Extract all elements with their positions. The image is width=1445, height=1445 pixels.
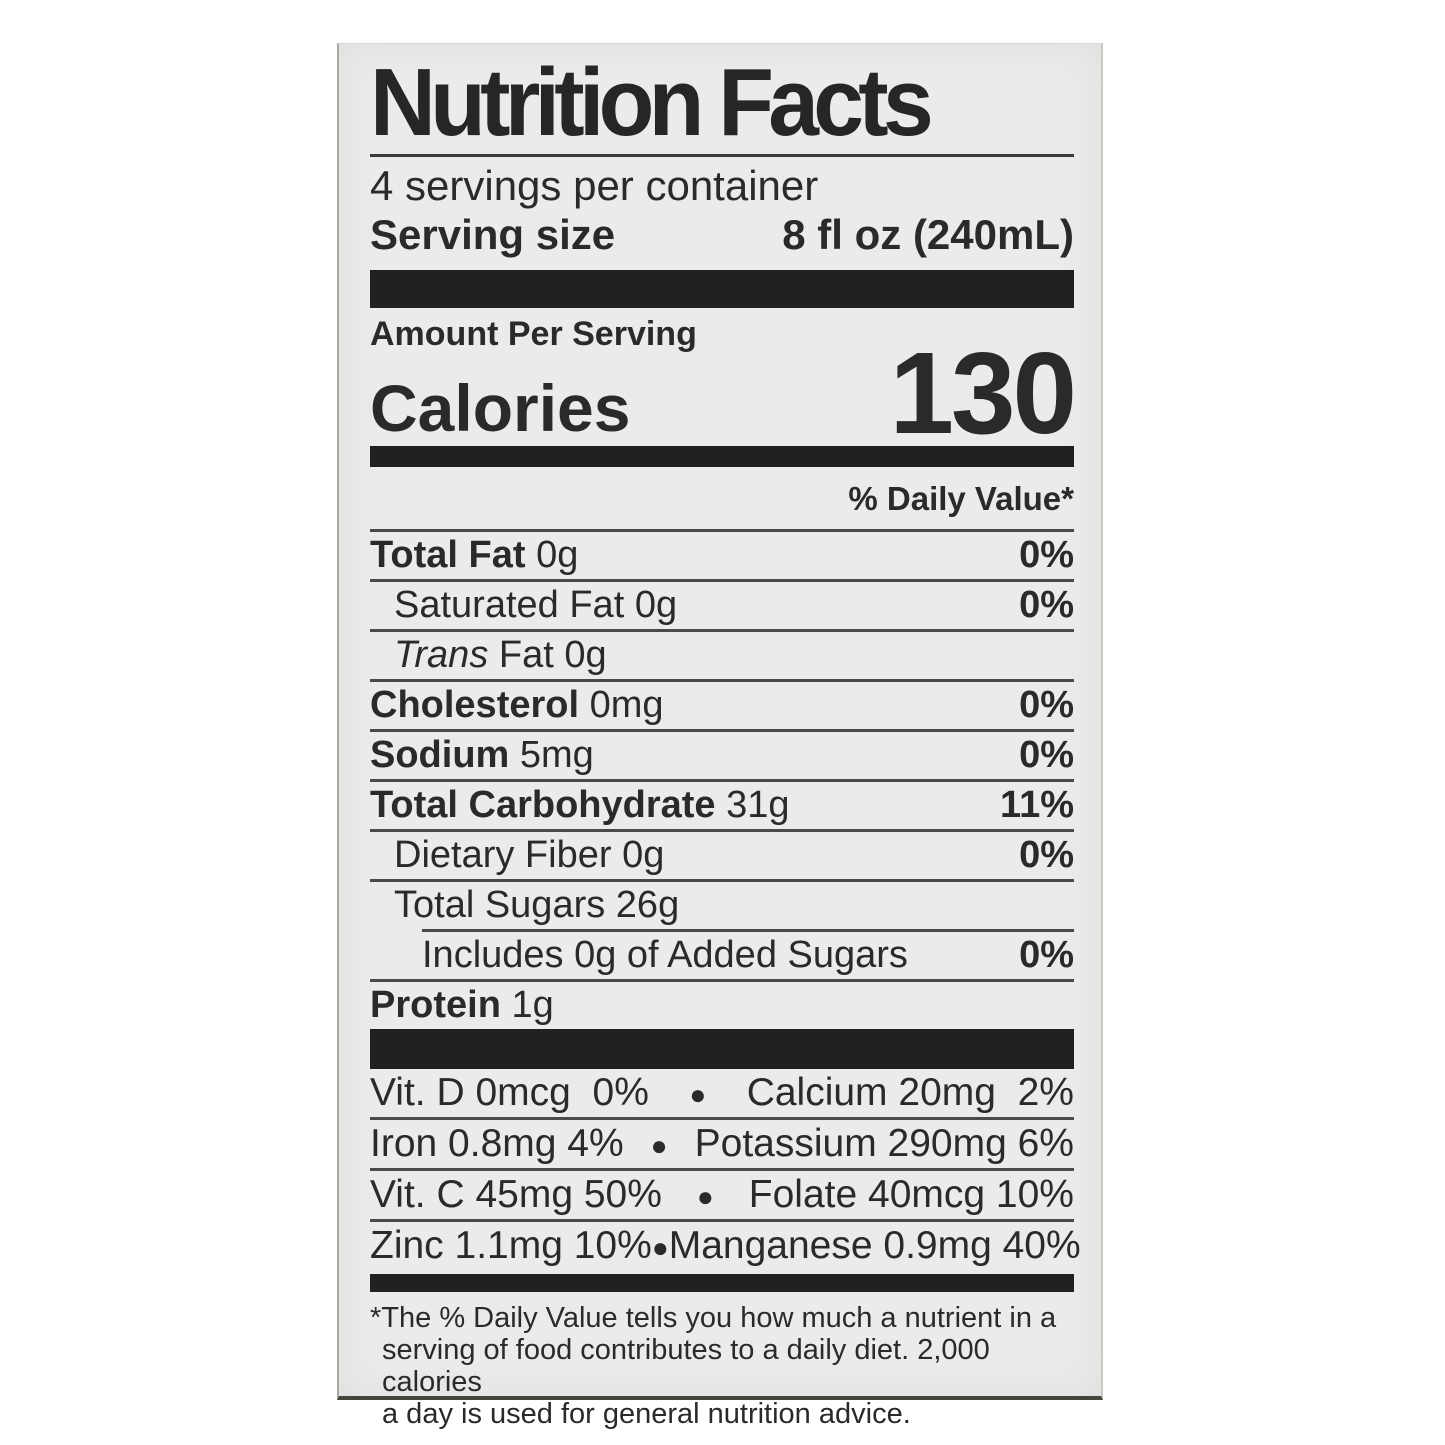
divider — [370, 678, 1074, 682]
micronutrient-row-vitd-calcium: Vit. D 0mcg 0% ● Calcium 20mg 2% — [370, 1069, 1074, 1117]
divider — [370, 1116, 1074, 1120]
nutrient-row-cholesterol: Cholesterol 0mg 0% — [370, 682, 1074, 729]
nutrient-dv: 0% — [1019, 583, 1074, 626]
divider — [370, 1218, 1074, 1222]
nutrient-name: Sodium — [370, 733, 510, 776]
nutrient-row-dietary-fiber: Dietary Fiber 0g 0% — [370, 832, 1074, 879]
calories-row: Calories 130 — [370, 335, 1077, 451]
nutrient-dv: 0% — [1019, 533, 1074, 576]
nutrient-name: Total Carbohydrate — [370, 783, 716, 826]
divider — [370, 528, 1074, 532]
divider — [370, 978, 1074, 982]
nutrient-name: Saturated Fat — [394, 583, 625, 626]
nutrient-name: Includes 0g of Added Sugars — [422, 933, 908, 976]
nutrient-dv: 0% — [1019, 933, 1074, 976]
calories-value: 130 — [889, 328, 1077, 459]
nutrient-dv: 11% — [1000, 783, 1074, 826]
section-bar — [370, 1028, 1074, 1069]
nutrition-facts-label: Nutrition Facts 4 servings per container… — [337, 43, 1103, 1430]
micronutrient-right: Manganese 0.9mg 40% — [668, 1223, 1081, 1267]
nutrient-name: Cholesterol — [370, 683, 580, 726]
footnote-line: a day is used for general nutrition advi… — [382, 1397, 911, 1430]
nutrient-dv: 0% — [1019, 683, 1074, 726]
nutrient-amount: 31g — [726, 783, 790, 826]
nutrient-amount: 5mg — [519, 733, 594, 776]
nutrient-amount: 0g — [564, 633, 607, 676]
label-title: Nutrition Facts — [370, 49, 934, 156]
divider — [370, 728, 1074, 732]
micronutrient-left: Vit. D 0mcg 0% — [370, 1070, 649, 1114]
nutrient-amount: 26g — [615, 883, 680, 926]
nutrient-amount: 0g — [536, 533, 579, 576]
divider — [370, 628, 1074, 632]
micronutrient-left: Zinc 1.1mg 10% — [370, 1223, 652, 1267]
micronutrient-right: Potassium 290mg 6% — [694, 1121, 1074, 1165]
micronutrient-right: Calcium 20mg 2% — [746, 1070, 1074, 1114]
divider — [370, 878, 1074, 882]
nutrient-amount: 1g — [511, 983, 554, 1026]
nutrient-name: Total Fat — [370, 533, 526, 576]
divider — [370, 778, 1074, 782]
nutrient-name: Dietary Fiber — [394, 833, 612, 876]
bullet-separator-icon: ● — [689, 1078, 707, 1110]
section-bar — [370, 1273, 1074, 1292]
nutrient-amount: 0g — [634, 583, 678, 626]
nutrient-name: Total Sugars — [394, 883, 606, 926]
nutrient-row-saturated-fat: Saturated Fat 0g 0% — [370, 582, 1074, 629]
nutrient-dv: 0% — [1019, 833, 1074, 876]
nutrient-row-total-fat: Total Fat 0g 0% — [370, 532, 1074, 579]
divider — [370, 154, 1074, 158]
serving-size-label: Serving size — [370, 211, 616, 259]
amount-per-serving-label: Amount Per Serving — [370, 315, 697, 354]
nutrient-row-protein: Protein 1g — [370, 982, 1074, 1029]
micronutrient-row-zinc-manganese: Zinc 1.1mg 10% ● Manganese 0.9mg 40% — [370, 1222, 1081, 1270]
nutrient-row-added-sugars: Includes 0g of Added Sugars 0% — [370, 932, 1074, 979]
bullet-separator-icon: ● — [651, 1231, 669, 1263]
footnote-line: *The % Daily Value tells you how much a … — [370, 1301, 1057, 1334]
nutrient-dv: 0% — [1019, 733, 1074, 776]
bullet-separator-icon: ● — [696, 1180, 714, 1212]
divider-indented — [422, 928, 1074, 932]
micronutrient-left: Iron 0.8mg 4% — [370, 1121, 624, 1165]
nutrient-row-sodium: Sodium 5mg 0% — [370, 732, 1074, 779]
footnote: *The % Daily Value tells you how much a … — [370, 1302, 1074, 1430]
micronutrient-right: Folate 40mcg 10% — [748, 1172, 1074, 1216]
bullet-separator-icon: ● — [650, 1129, 668, 1161]
nutrient-row-total-carbohydrate: Total Carbohydrate 31g 11% — [370, 782, 1074, 829]
calories-label: Calories — [370, 371, 631, 446]
nutrient-name: Fat — [498, 633, 554, 676]
nutrient-row-total-sugars: Total Sugars 26g — [370, 882, 1074, 929]
serving-size-value: 8 fl oz (240mL) — [782, 211, 1074, 259]
nutrient-amount: 0mg — [589, 683, 664, 726]
serving-size-row: Serving size 8 fl oz (240mL) — [370, 211, 1074, 258]
micronutrient-row-vitc-folate: Vit. C 45mg 50% ● Folate 40mcg 10% — [370, 1171, 1074, 1219]
divider — [370, 1167, 1074, 1171]
nutrient-name-italic: Trans — [394, 633, 489, 676]
daily-value-header: % Daily Value* — [848, 479, 1074, 517]
footnote-line: serving of food contributes to a daily d… — [382, 1333, 990, 1398]
section-bar — [370, 270, 1074, 309]
section-bar — [370, 445, 1074, 467]
divider — [370, 828, 1074, 832]
nutrient-row-trans-fat: Trans Fat 0g — [370, 632, 1074, 679]
servings-per-container: 4 servings per container — [370, 162, 819, 210]
micronutrient-left: Vit. C 45mg 50% — [370, 1172, 662, 1216]
divider — [370, 578, 1074, 582]
nutrient-name: Protein — [370, 983, 501, 1026]
nutrient-amount: 0g — [622, 833, 665, 876]
micronutrient-row-iron-potassium: Iron 0.8mg 4% ● Potassium 290mg 6% — [370, 1120, 1074, 1168]
